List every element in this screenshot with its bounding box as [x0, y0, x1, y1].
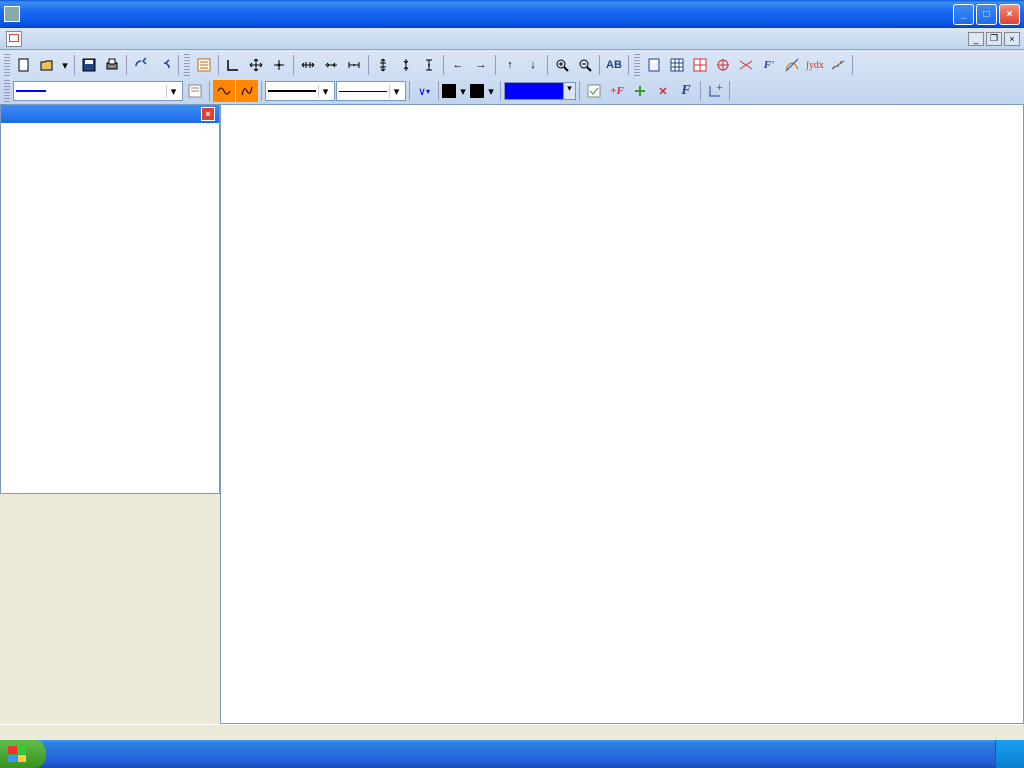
toolbars: ▾ ← → ↑ ↓ AB: [0, 50, 1024, 106]
add-fn-button[interactable]: +F: [606, 80, 628, 102]
graph-list-panel: ×: [0, 104, 220, 494]
start-button[interactable]: [0, 740, 46, 768]
fill-color-well[interactable]: ▾: [504, 82, 576, 100]
color2-swatch[interactable]: [470, 84, 484, 98]
solid-line-icon: [268, 90, 316, 92]
color1-swatch[interactable]: [442, 84, 456, 98]
text-button[interactable]: AB: [603, 54, 625, 76]
titlebar: _ □ ×: [0, 0, 1024, 28]
taskbar: [0, 740, 1024, 768]
trace-button[interactable]: [712, 54, 734, 76]
expand-v-button[interactable]: [372, 54, 394, 76]
left-button[interactable]: ←: [447, 54, 469, 76]
axes-corner-button[interactable]: [222, 54, 244, 76]
app-icon: [4, 6, 20, 22]
new-button[interactable]: [13, 54, 35, 76]
calc-button[interactable]: [643, 54, 665, 76]
mdi-close-button[interactable]: ×: [1004, 32, 1020, 46]
menubar: _ ❐ ×: [0, 28, 1024, 50]
line-sample-icon: [16, 90, 46, 92]
svg-text:+f: +f: [716, 83, 723, 94]
thin-line-icon: [339, 91, 387, 92]
undo-button[interactable]: [130, 54, 152, 76]
fill-color-swatch: [505, 83, 563, 99]
toolbar-grip[interactable]: [4, 80, 10, 102]
up-button[interactable]: ↑: [499, 54, 521, 76]
line-width-combo[interactable]: ▾: [336, 81, 406, 101]
print-button[interactable]: [101, 54, 123, 76]
system-tray: [995, 740, 1024, 768]
list-button[interactable]: [193, 54, 215, 76]
redo-button[interactable]: [153, 54, 175, 76]
tangent-button[interactable]: [781, 54, 803, 76]
fn-italic-button[interactable]: F: [675, 80, 697, 102]
dropdown-icon[interactable]: ▾: [318, 85, 332, 98]
apply-button[interactable]: [583, 80, 605, 102]
line-style-combo[interactable]: ▾: [265, 81, 335, 101]
zoom-out-button[interactable]: [574, 54, 596, 76]
mdi-minimize-button[interactable]: _: [968, 32, 984, 46]
table2-button[interactable]: [689, 54, 711, 76]
mdi-restore-button[interactable]: ❐: [986, 32, 1002, 46]
dropdown-icon[interactable]: ▾: [166, 85, 180, 98]
wave2-button[interactable]: [236, 80, 258, 102]
plot-canvas[interactable]: [220, 104, 1024, 724]
fn-cross-button[interactable]: [629, 80, 651, 102]
right-button[interactable]: →: [470, 54, 492, 76]
toolbar-grip[interactable]: [4, 54, 10, 76]
open-button[interactable]: [36, 54, 58, 76]
shrink-v-button[interactable]: [395, 54, 417, 76]
down-button[interactable]: ↓: [522, 54, 544, 76]
minimize-button[interactable]: _: [953, 4, 974, 25]
table-button[interactable]: [666, 54, 688, 76]
expand-h-button[interactable]: [297, 54, 319, 76]
document-icon: [6, 31, 22, 47]
maximize-button[interactable]: □: [976, 4, 997, 25]
regression-button[interactable]: [827, 54, 849, 76]
statusbar: [0, 724, 1024, 740]
windows-flag-icon: [8, 746, 26, 762]
derivative-button[interactable]: F': [758, 54, 780, 76]
marker-type-button[interactable]: ∨▾: [413, 80, 435, 102]
axis-fn-button[interactable]: +f: [704, 80, 726, 102]
chart: [251, 121, 551, 271]
fit-h-button[interactable]: [343, 54, 365, 76]
shrink-h-button[interactable]: [320, 54, 342, 76]
wave1-button[interactable]: [213, 80, 235, 102]
move-button[interactable]: [245, 54, 267, 76]
zoom-in-button[interactable]: [551, 54, 573, 76]
del-fn-button[interactable]: ✕: [652, 80, 674, 102]
color1-dd[interactable]: ▾: [457, 80, 469, 102]
fit-v-button[interactable]: [418, 54, 440, 76]
panel-close-button[interactable]: ×: [201, 107, 215, 121]
open-dd-button[interactable]: ▾: [59, 54, 71, 76]
props-button[interactable]: [184, 80, 206, 102]
center-button[interactable]: [268, 54, 290, 76]
dropdown-icon[interactable]: ▾: [563, 83, 575, 99]
dropdown-icon[interactable]: ▾: [389, 85, 403, 98]
integral-button[interactable]: ∫ydx: [804, 54, 826, 76]
toolbar-grip[interactable]: [184, 54, 190, 76]
formula-combo[interactable]: ▾: [13, 81, 183, 101]
panel-header[interactable]: ×: [1, 105, 219, 123]
intersect-button[interactable]: [735, 54, 757, 76]
save-button[interactable]: [78, 54, 100, 76]
toolbar-grip[interactable]: [634, 54, 640, 76]
color2-dd[interactable]: ▾: [485, 80, 497, 102]
close-button[interactable]: ×: [999, 4, 1020, 25]
